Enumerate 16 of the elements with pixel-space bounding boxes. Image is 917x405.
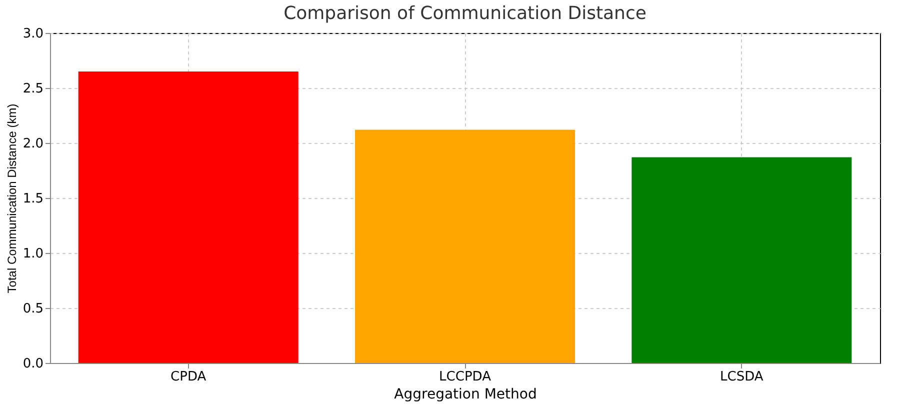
chart-title: Comparison of Communication Distance xyxy=(284,3,646,24)
x-tick-label: LCSDA xyxy=(720,370,764,384)
y-tick-label: 1.5 xyxy=(22,192,44,206)
x-tick-label: CPDA xyxy=(170,370,206,384)
bar xyxy=(355,130,575,363)
y-tick-label: 0.0 xyxy=(22,356,44,372)
y-tick-label: 2.5 xyxy=(22,82,44,96)
y-axis-title: Total Communication Distance (km) xyxy=(4,104,19,294)
bar xyxy=(632,157,852,363)
y-tick-label: 1.0 xyxy=(22,246,44,262)
bar xyxy=(78,72,298,363)
x-axis-title: Aggregation Method xyxy=(394,386,537,402)
y-tick-label: 0.5 xyxy=(22,302,44,316)
y-tick-label: 3.0 xyxy=(22,26,44,42)
x-tick-label: LCCPDA xyxy=(439,370,492,384)
y-tick-label: 2.0 xyxy=(22,136,44,152)
